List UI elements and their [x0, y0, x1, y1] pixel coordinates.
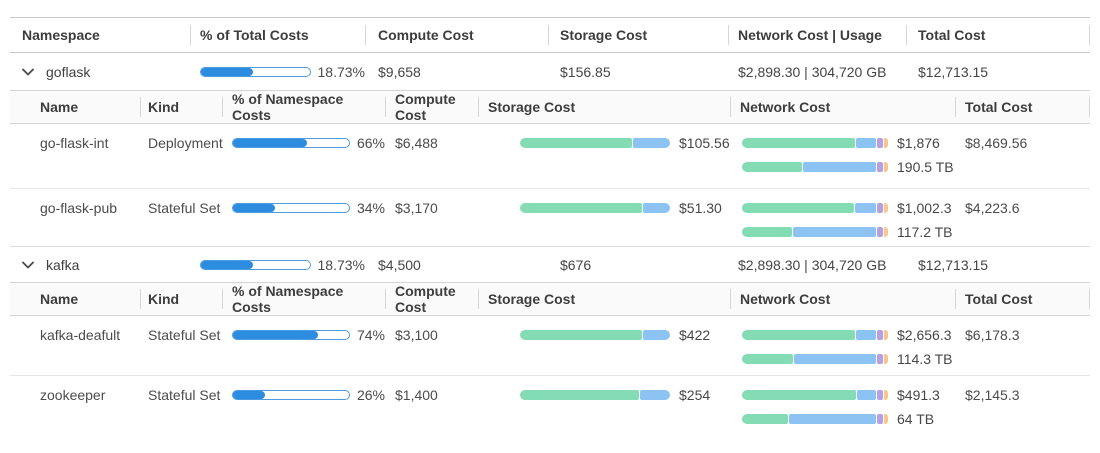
namespace-name: kafka [46, 256, 80, 273]
column-header-kind: Kind [140, 91, 222, 123]
namespace-compute-cost: $4,500 [378, 256, 421, 273]
network-usage-bar [742, 414, 888, 424]
column-header-network: Network Cost | Usage [728, 18, 906, 52]
namespace-row-kafka[interactable]: kafka 18.73% $4,500 $676 $2,898.30 | 304… [10, 246, 1090, 282]
network-usage-bar [742, 162, 888, 172]
column-header-storage: Storage Cost [478, 91, 730, 123]
network-usage-label: 117.2 TB [897, 224, 953, 240]
workload-compute-cost: $3,100 [395, 327, 438, 343]
workload-row-go-flask-int[interactable]: go-flask-int Deployment 66% $6,488 $105.… [10, 124, 1090, 188]
column-header-storage: Storage Cost [548, 18, 728, 52]
column-header-network: Network Cost [730, 283, 955, 315]
column-header-name: Name [40, 291, 79, 307]
workload-kind: Deployment [148, 135, 223, 151]
pct-total-label: 18.73% [317, 256, 365, 273]
workload-header-row: Name Kind % of Namespace Costs Compute C… [10, 90, 1090, 124]
storage-cost-bar [520, 330, 670, 340]
workload-kind: Stateful Set [148, 387, 221, 403]
pct-namespace-bar [232, 390, 350, 400]
column-header-total: Total Cost [955, 283, 1090, 315]
namespace-total-cost: $12,713.15 [918, 256, 989, 273]
column-header-total: Total Cost [955, 91, 1090, 123]
network-cost-bar [742, 203, 888, 213]
network-cost-label: $2,656.3 [897, 327, 952, 343]
workload-compute-cost: $1,400 [395, 387, 438, 403]
namespace-network-cost-usage: $2,898.30 | 304,720 GB [738, 256, 887, 273]
pct-namespace-label: 34% [356, 200, 385, 216]
network-usage-label: 190.5 TB [897, 159, 954, 175]
workload-row-kafka-deafult[interactable]: kafka-deafult Stateful Set 74% $3,100 $4… [10, 316, 1090, 375]
column-header-compute: Compute Cost [365, 18, 548, 52]
column-header-pct-total: % of Total Costs [190, 18, 365, 52]
main-header-row: Namespace % of Total Costs Compute Cost … [10, 18, 1090, 53]
pct-namespace-bar [232, 203, 350, 213]
pct-namespace-label: 66% [356, 135, 385, 151]
pct-total-bar [200, 66, 311, 77]
pct-namespace-label: 74% [356, 327, 385, 343]
cost-allocation-table: Namespace % of Total Costs Compute Cost … [10, 17, 1090, 436]
namespace-row-goflask[interactable]: goflask 18.73% $9,658 $156.85 $2,898.30 … [10, 53, 1090, 90]
column-header-name: Name [40, 99, 79, 115]
network-cost-label: $491.3 [897, 387, 940, 403]
column-header-pct-namespace: % of Namespace Costs [222, 283, 385, 315]
column-header-pct-namespace: % of Namespace Costs [222, 91, 385, 123]
column-header-compute: Compute Cost [385, 91, 478, 123]
network-cost-label: $1,876 [897, 135, 940, 151]
pct-namespace-bar [232, 330, 350, 340]
pct-total-bar [200, 259, 311, 270]
column-header-storage: Storage Cost [478, 283, 730, 315]
workload-compute-cost: $3,170 [395, 200, 438, 216]
namespace-total-cost: $12,713.15 [918, 63, 989, 80]
column-header-kind: Kind [140, 283, 222, 315]
pct-namespace-bar [232, 138, 350, 148]
storage-cost-bar [520, 138, 670, 148]
workload-total-cost: $6,178.3 [965, 327, 1020, 343]
pct-total-label: 18.73% [317, 63, 365, 80]
namespace-name: goflask [46, 63, 91, 80]
network-usage-bar [742, 354, 888, 364]
chevron-down-icon[interactable] [22, 261, 34, 269]
network-cost-bar [742, 330, 888, 340]
storage-cost-label: $51.30 [679, 200, 722, 216]
workload-total-cost: $2,145.3 [965, 387, 1020, 403]
network-cost-bar [742, 138, 888, 148]
workload-header-row: Name Kind % of Namespace Costs Compute C… [10, 282, 1090, 316]
column-header-network: Network Cost [730, 91, 955, 123]
workload-kind: Stateful Set [148, 200, 221, 216]
column-header-namespace: Namespace [22, 27, 100, 43]
workload-row-zookeeper[interactable]: zookeeper Stateful Set 26% $1,400 $254 $… [10, 375, 1090, 436]
workload-compute-cost: $6,488 [395, 135, 438, 151]
storage-cost-bar [520, 203, 670, 213]
namespace-storage-cost: $156.85 [560, 63, 611, 80]
storage-cost-label: $105.56 [679, 135, 730, 151]
storage-cost-bar [520, 390, 670, 400]
network-usage-label: 114.3 TB [897, 351, 953, 367]
workload-name: kafka-deafult [40, 327, 121, 343]
workload-kind: Stateful Set [148, 327, 221, 343]
namespace-compute-cost: $9,658 [378, 63, 421, 80]
workload-total-cost: $8,469.56 [965, 135, 1028, 151]
workload-total-cost: $4,223.6 [965, 200, 1020, 216]
workload-name: zookeeper [40, 387, 106, 403]
workload-row-go-flask-pub[interactable]: go-flask-pub Stateful Set 34% $3,170 $51… [10, 188, 1090, 246]
chevron-down-icon[interactable] [22, 68, 34, 76]
network-usage-label: 64 TB [897, 411, 935, 427]
storage-cost-label: $254 [679, 387, 711, 403]
column-header-compute: Compute Cost [385, 283, 478, 315]
workload-name: go-flask-pub [40, 200, 118, 216]
network-usage-bar [742, 227, 888, 237]
storage-cost-label: $422 [679, 327, 711, 343]
network-cost-label: $1,002.3 [897, 200, 952, 216]
column-header-total: Total Cost [906, 18, 1090, 52]
pct-namespace-label: 26% [356, 387, 385, 403]
workload-name: go-flask-int [40, 135, 109, 151]
namespace-storage-cost: $676 [560, 256, 592, 273]
namespace-network-cost-usage: $2,898.30 | 304,720 GB [738, 63, 887, 80]
network-cost-bar [742, 390, 888, 400]
